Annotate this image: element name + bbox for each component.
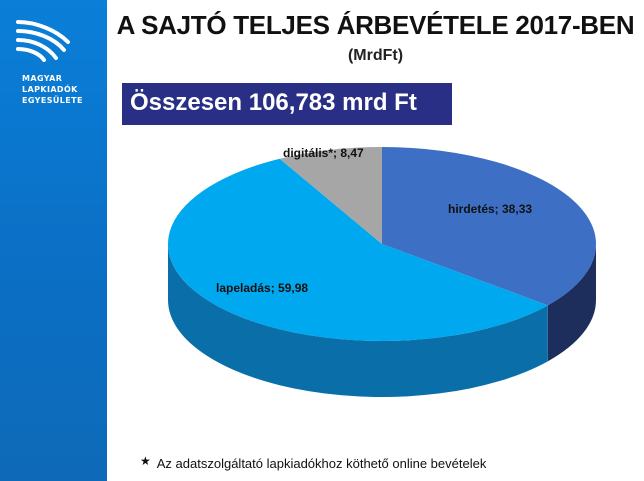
logo-line-1: MAGYAR (22, 74, 63, 83)
pie-slice-0 (382, 147, 597, 306)
pie-label-1: lapeladás; 59,98 (216, 281, 308, 295)
pie-label-0: hirdetés; 38,33 (448, 202, 532, 216)
logo-icon (16, 20, 70, 62)
pie-label-2: digitális*; 8,47 (283, 146, 364, 160)
star-icon: ★ (140, 454, 151, 468)
pie-slice-1 (168, 158, 548, 341)
page-title: A SAJTÓ TELJES ÁRBEVÉTELE 2017-BEN (116, 10, 635, 40)
pie-side-0-0 (547, 244, 596, 362)
total-text: Összesen 106,783 mrd Ft (130, 89, 417, 116)
logo-line-2: LAPKIADÓK (22, 85, 78, 94)
pie-side-1-0 (168, 244, 548, 398)
logo-line-3: EGYESÜLETE (22, 96, 83, 105)
footnote: ★ Az adatszolgáltató lapkiadókhoz köthető… (140, 454, 487, 471)
total-box: Összesen 106,783 mrd Ft (122, 83, 452, 125)
sidebar: MAGYAR LAPKIADÓK EGYESÜLETE (0, 0, 107, 481)
pie-slice-2 (279, 147, 382, 244)
page-subtitle: (MrdFt) (347, 47, 404, 64)
logo-text: MAGYAR LAPKIADÓK EGYESÜLETE (22, 73, 102, 106)
footnote-text: Az adatszolgáltató lapkiadókhoz köthető … (156, 456, 487, 471)
